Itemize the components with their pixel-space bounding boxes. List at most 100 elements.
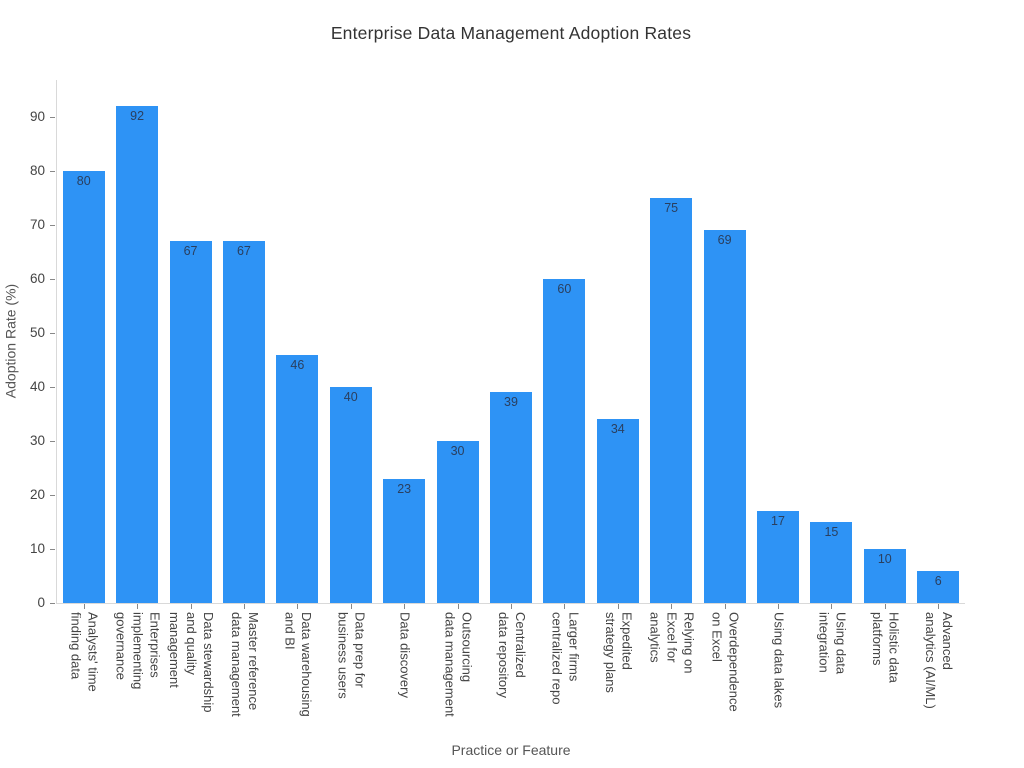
x-label-slot: Data stewardship and quality management <box>164 612 217 712</box>
bar-slot: 67 <box>217 80 270 609</box>
bar-slot: 15 <box>805 80 858 609</box>
x-tick-mark <box>724 604 726 609</box>
x-tick-mark <box>137 604 139 609</box>
chart-title: Enterprise Data Management Adoption Rate… <box>330 23 692 43</box>
bar-value-label: 40 <box>343 390 358 404</box>
x-label-slot: Expedited strategy plans <box>591 612 644 693</box>
x-tick-mark <box>83 604 85 609</box>
bar-slot: 92 <box>110 80 163 609</box>
x-label-slot: Using data lakes <box>751 612 804 708</box>
x-tick-mark <box>564 604 566 609</box>
x-tick-mark <box>457 604 459 609</box>
y-tick-label: 0 <box>37 595 45 610</box>
y-tick-mark <box>50 440 55 442</box>
bar: 60 <box>543 279 586 603</box>
x-tick-mark <box>243 604 245 609</box>
x-tick-mark <box>404 604 406 609</box>
x-label-slot: Overdependence on Excel <box>698 612 751 712</box>
x-category-label: Data discovery <box>397 612 413 698</box>
bar-value-label: 60 <box>557 282 572 296</box>
bar: 10 <box>863 549 906 603</box>
x-tick-mark <box>938 604 940 609</box>
x-tick-mark <box>190 604 192 609</box>
bar-slot: 75 <box>644 80 697 609</box>
y-tick-label: 70 <box>29 216 45 232</box>
x-label-slot: Advanced analytics (AI/ML) <box>912 612 965 709</box>
bar-slot: 67 <box>164 80 217 609</box>
x-category-label: Expedited strategy plans <box>602 612 635 693</box>
x-label-slot: Data prep for business users <box>324 612 377 699</box>
bar-slot: 34 <box>591 80 644 609</box>
bar-value-label: 34 <box>610 422 625 437</box>
bar-slot: 6 <box>912 80 965 609</box>
x-label-slot: Data warehousing and BI <box>271 612 324 717</box>
x-category-label: Overdependence on Excel <box>709 612 742 712</box>
bar: 67 <box>222 241 265 603</box>
y-axis-line <box>56 80 57 604</box>
y-tick-mark <box>50 278 55 280</box>
bar-value-label: 15 <box>824 525 839 539</box>
bar-value-label: 75 <box>664 201 679 215</box>
bar-value-label: 39 <box>504 395 518 410</box>
bar: 92 <box>116 106 159 603</box>
x-label-slot: Using data integration <box>805 612 858 674</box>
y-tick-mark <box>50 494 55 496</box>
plot-area: 0 10 20 30 40 50 60 70 80 90 80 92 67 67 46 40 23 30 39 60… <box>30 80 965 610</box>
bar: 40 <box>329 387 372 603</box>
bar-value-label: 69 <box>717 233 732 248</box>
x-label-slot: Relying on Excel for analytics <box>644 612 697 673</box>
y-tick-label: 10 <box>29 540 45 556</box>
bar: 39 <box>489 392 532 603</box>
x-label-slot: Data discovery <box>377 612 430 698</box>
bar-value-label: 92 <box>130 109 145 124</box>
x-label-slot: Enterprises implementing governance <box>110 612 163 689</box>
y-tick-label: 20 <box>29 486 45 502</box>
x-tick-mark <box>617 604 619 609</box>
bar: 46 <box>276 354 319 603</box>
x-label-slot: Master reference data management <box>217 612 270 717</box>
bar-value-label: 67 <box>236 244 251 259</box>
x-category-label: Advanced analytics (AI/ML) <box>923 612 956 709</box>
x-tick-mark <box>884 604 886 609</box>
bar-value-label: 17 <box>771 514 785 529</box>
bar: 23 <box>383 478 426 603</box>
bar-value-label: 10 <box>877 552 892 566</box>
y-tick-mark <box>50 116 55 118</box>
x-label-slot: Analysts' time finding data <box>57 612 110 692</box>
x-category-label: Data prep for business users <box>335 612 368 699</box>
x-category-label: Centralized data repository <box>495 612 528 698</box>
x-category-label: Holistic data platforms <box>869 612 902 683</box>
bar-slot: 17 <box>751 80 804 609</box>
x-tick-mark <box>671 604 673 609</box>
bar: 34 <box>596 419 639 603</box>
x-category-label: Master reference data management <box>228 612 261 717</box>
x-tick-mark <box>350 604 352 609</box>
x-tick-mark <box>297 604 299 609</box>
x-category-label: Outsourcing data management <box>442 612 475 717</box>
x-tick-mark <box>831 604 833 609</box>
bar-value-label: 23 <box>397 481 412 496</box>
y-tick-mark <box>50 332 55 334</box>
y-tick-mark <box>50 224 55 226</box>
y-tick-label: 60 <box>29 270 45 286</box>
bar-slot: 60 <box>538 80 591 609</box>
x-axis-labels: Analysts' time finding data Enterprises i… <box>57 612 965 717</box>
bar-slot: 40 <box>324 80 377 609</box>
x-category-label: Larger firms centralized repo <box>549 612 582 705</box>
bar-value-label: 67 <box>183 244 198 259</box>
bar-value-label: 46 <box>290 357 305 372</box>
y-tick-label: 40 <box>29 378 45 394</box>
y-tick-mark <box>50 548 55 550</box>
x-label-slot: Larger firms centralized repo <box>538 612 591 705</box>
x-tick-mark <box>510 604 512 609</box>
x-category-label: Enterprises implementing governance <box>113 612 163 690</box>
bar-value-label: 80 <box>76 174 91 188</box>
bar: 15 <box>810 522 853 603</box>
x-category-label: Data stewardship and quality management <box>167 612 216 713</box>
y-tick-mark <box>50 386 55 388</box>
bar-slot: 10 <box>858 80 911 609</box>
bar-value-label: 6 <box>934 573 942 588</box>
x-label-slot: Holistic data platforms <box>858 612 911 683</box>
y-tick-mark <box>50 603 55 604</box>
x-axis-title: Practice or Feature <box>451 742 571 758</box>
